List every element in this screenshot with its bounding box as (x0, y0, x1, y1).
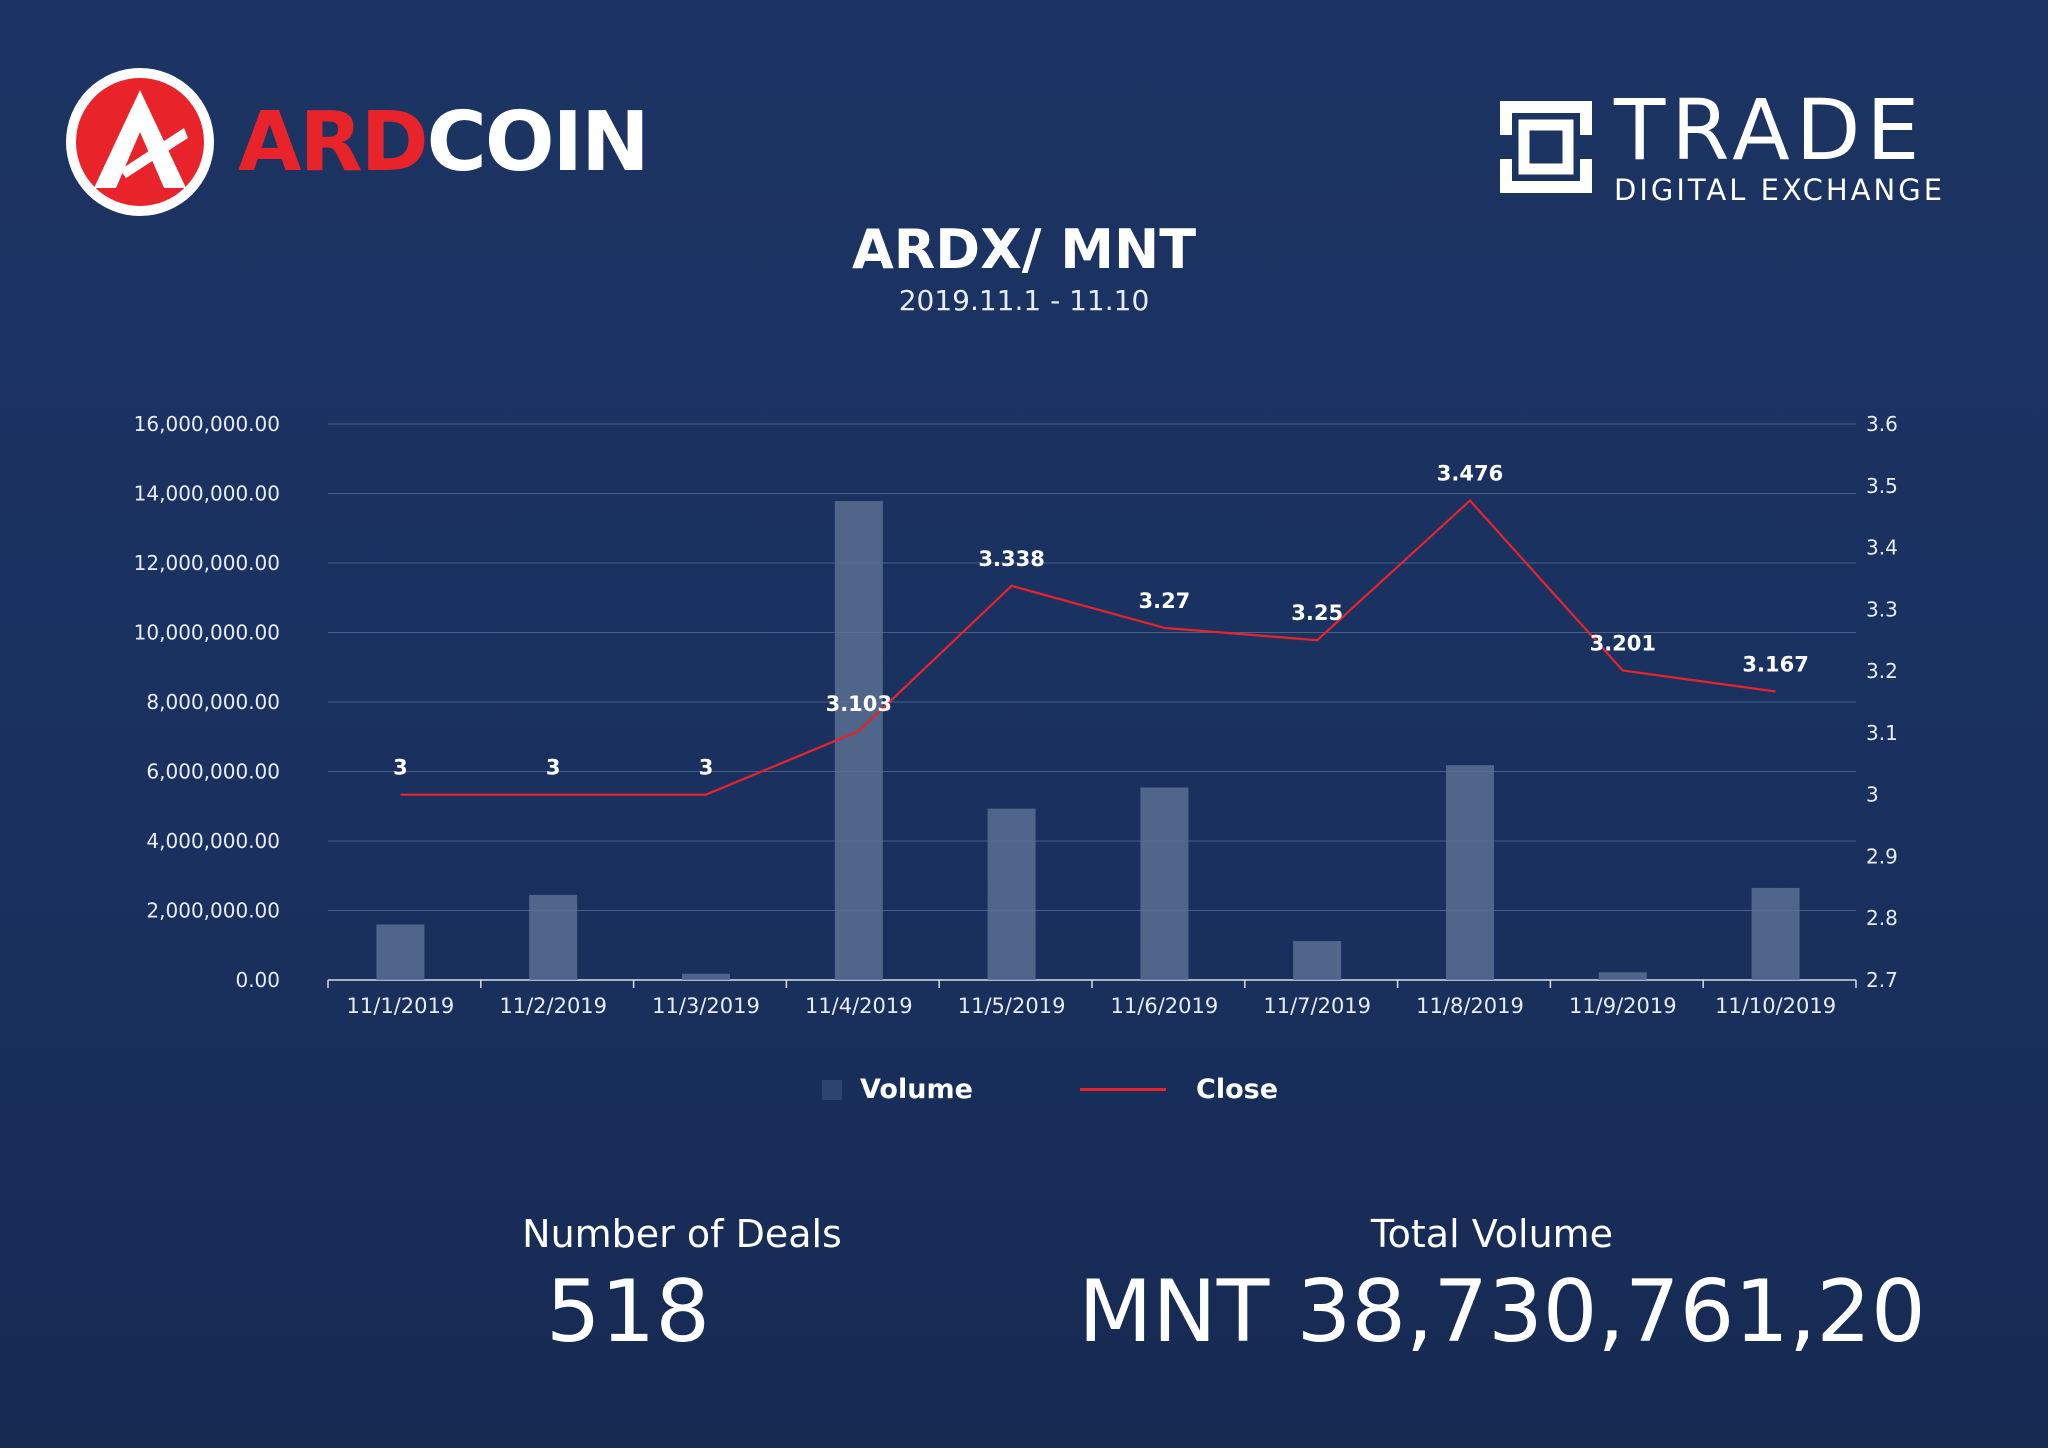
y-right-tick-label: 3.2 (1866, 659, 1898, 683)
brand-part-ard: ARD (238, 94, 429, 190)
ardcoin-emblem-icon (66, 68, 214, 216)
close-line (400, 499, 1776, 796)
x-tick-label: 11/8/2019 (1416, 994, 1524, 1018)
volume-bar (834, 501, 883, 980)
close-data-label: 3.201 (1590, 631, 1656, 655)
x-tick-label: 11/9/2019 (1569, 994, 1677, 1018)
ardcoin-logo: ARDCOIN (64, 66, 650, 218)
close-data-label: 3.103 (826, 692, 892, 716)
y-left-tick-label: 16,000,000.00 (134, 412, 280, 436)
volume-bar (529, 894, 578, 980)
y-right-tick-label: 3 (1866, 783, 1879, 807)
trade-title: TRADE (1614, 81, 1926, 179)
deals-label: Number of Deals (522, 1212, 842, 1256)
y-left-tick-label: 0.00 (235, 968, 280, 992)
y-left-tick-label: 6,000,000.00 (146, 760, 280, 784)
y-left-tick-label: 14,000,000.00 (134, 482, 280, 506)
legend-close: Close (1080, 1074, 1278, 1105)
x-tick-label: 11/10/2019 (1715, 994, 1836, 1018)
volume-bar (1598, 972, 1647, 980)
close-data-label: 3 (393, 756, 408, 780)
trade-logo: TRADE DIGITAL EXCHANGE (1496, 88, 1945, 205)
ardcoin-wordmark: ARDCOIN (238, 94, 650, 190)
legend-volume-swatch (822, 1079, 842, 1100)
close-data-label: 3.476 (1437, 462, 1503, 486)
x-tick-label: 11/3/2019 (652, 994, 760, 1018)
x-tick-label: 11/5/2019 (958, 994, 1066, 1018)
close-data-label: 3 (699, 756, 714, 780)
y-right-tick-label: 3.5 (1866, 474, 1898, 498)
x-tick-label: 11/4/2019 (805, 994, 913, 1018)
y-left-tick-label: 8,000,000.00 (146, 690, 280, 714)
y-left-tick-label: 12,000,000.00 (134, 551, 280, 575)
x-tick-label: 11/2/2019 (499, 994, 607, 1018)
brand-part-coin: COIN (426, 94, 650, 190)
volume-bar (1293, 941, 1342, 980)
trade-emblem-icon (1500, 100, 1592, 193)
trade-subtitle: DIGITAL EXCHANGE (1614, 173, 1946, 207)
chart-title: ARDX/ MNT (851, 218, 1197, 281)
y-right-tick-label: 3.4 (1866, 536, 1898, 560)
x-tick-label: 11/7/2019 (1263, 994, 1371, 1018)
y-right-tick-label: 3.1 (1866, 721, 1898, 745)
y-right-tick-label: 2.9 (1866, 844, 1898, 868)
y-left-tick-label: 4,000,000.00 (146, 829, 280, 853)
deals-value: 518 (545, 1262, 711, 1362)
volume-bar (1140, 787, 1189, 980)
volume-bar (682, 973, 730, 980)
volume-value: MNT 38,730,761,20 (1078, 1262, 1926, 1362)
chart-legend: Volume Close (0, 1074, 2048, 1114)
legend-volume: Volume (822, 1074, 973, 1105)
y-left-tick-label: 10,000,000.00 (134, 621, 280, 645)
close-data-label: 3 (546, 756, 561, 780)
volume-label: Total Volume (1370, 1212, 1614, 1256)
legend-volume-label: Volume (860, 1074, 973, 1105)
y-right-tick-label: 3.3 (1866, 597, 1898, 621)
y-right-tick-label: 2.7 (1866, 968, 1898, 992)
y-left-tick-label: 2,000,000.00 (146, 899, 280, 923)
x-tick-label: 11/1/2019 (347, 994, 455, 1018)
volume-bar (987, 808, 1036, 980)
volume-bar (376, 924, 425, 980)
y-right-tick-label: 2.8 (1866, 906, 1898, 930)
volume-bar (1751, 887, 1800, 980)
legend-close-swatch (1080, 1088, 1166, 1091)
y-right-tick-label: 3.6 (1866, 412, 1898, 436)
close-data-label: 3.167 (1742, 652, 1808, 676)
chart-subtitle: 2019.11.1 - 11.10 (898, 284, 1150, 317)
close-data-label: 3.338 (978, 547, 1044, 571)
x-tick-label: 11/6/2019 (1111, 994, 1219, 1018)
legend-close-label: Close (1196, 1074, 1279, 1105)
volume-bar (1446, 765, 1494, 980)
close-data-label: 3.25 (1291, 601, 1343, 625)
close-data-label: 3.27 (1138, 589, 1190, 613)
